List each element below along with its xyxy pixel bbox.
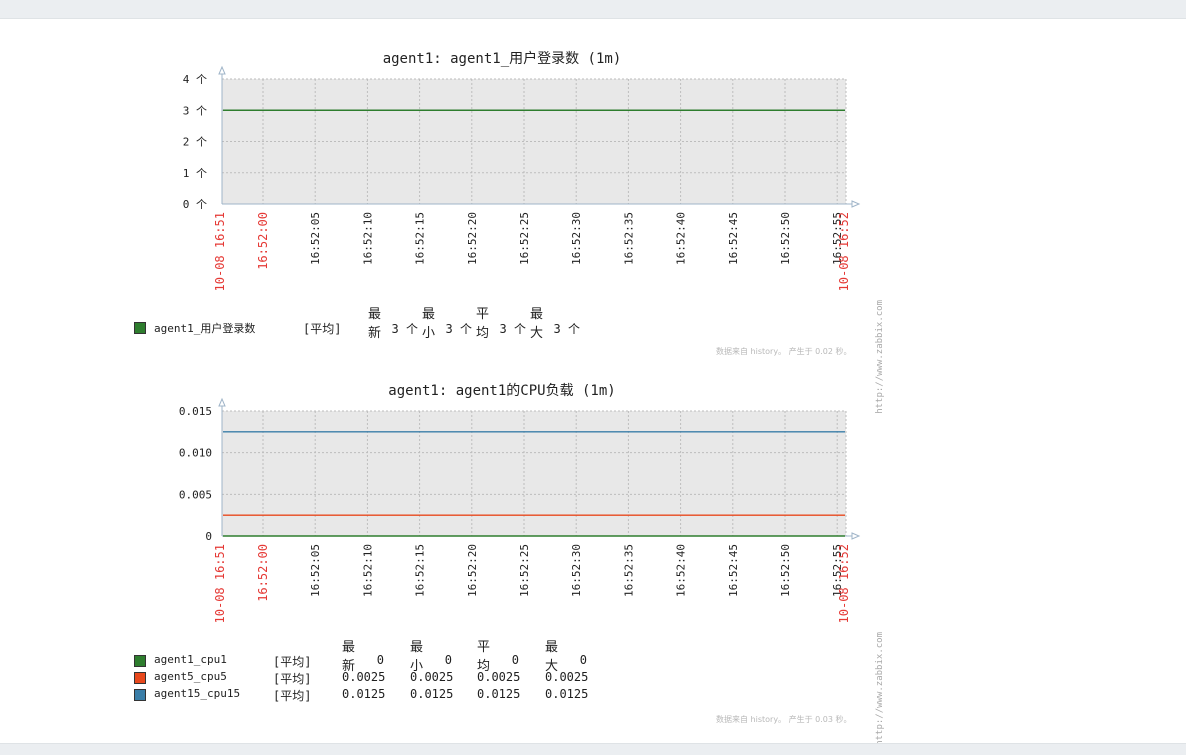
x-axis-arrow-icon (851, 532, 861, 540)
x-tick-label: 16:52:20 (466, 544, 479, 597)
chart-footer: 数据来自 history。 产生于 0.03 秒。 (716, 715, 852, 724)
y-tick-label: 0.005 (179, 488, 212, 501)
legend-value-min: 0.0125 (410, 687, 454, 701)
legend-value-max: 0.0125 (545, 687, 589, 701)
legend-function: [平均] (273, 672, 312, 686)
top-toolbar-strip (0, 0, 1186, 19)
x-tick-label: 16:52:30 (570, 212, 583, 265)
legend-row: agent15_cpu15 [平均] 0.0125 0.0125 0.0125 0.012… (134, 687, 604, 703)
x-tick-label: 16:52:35 (622, 544, 635, 597)
legend-value-min: 0.0025 (410, 670, 454, 684)
x-tick-label: 10-08 16:51 (213, 544, 227, 623)
y-tick-label: 0.015 (179, 405, 212, 418)
x-tick-label: 16:52:55 (831, 212, 844, 265)
x-tick-label: 16:52:30 (570, 544, 583, 597)
x-tick-label: 16:52:55 (831, 544, 844, 597)
legend-value-min: 0 (444, 653, 452, 667)
x-tick-label: 10-08 16:52 (837, 212, 851, 291)
legend-value-min: 3 个 (445, 322, 472, 336)
legend-value-avg: 0.0125 (477, 687, 521, 701)
x-tick-label: 16:52:25 (518, 212, 531, 265)
legend-value-avg: 0 (511, 653, 519, 667)
legend-value-last: 0.0025 (342, 670, 386, 684)
y-tick-label: 1 个 (183, 167, 207, 180)
x-tick-label: 16:52:50 (779, 212, 792, 265)
x-tick-label: 16:52:50 (779, 544, 792, 597)
y-tick-label: 3 个 (183, 104, 207, 117)
legend-series-name: agent1_用户登录数 (154, 322, 256, 335)
legend-header: 最新 (342, 640, 356, 674)
x-tick-label: 16:52:25 (518, 544, 531, 597)
legend-swatch (134, 655, 146, 667)
chart-title: agent1: agent1_用户登录数 (1m) (383, 50, 622, 67)
legend-header: 最新 (368, 307, 382, 341)
legend-function: [平均] (303, 322, 342, 336)
watermark-text: http://www.zabbix.com (875, 632, 885, 746)
legend-value-max: 0.0025 (545, 670, 589, 684)
x-tick-label: 10-08 16:52 (837, 544, 851, 623)
x-tick-label: 16:52:45 (727, 212, 740, 265)
chart-footer: 数据来自 history。 产生于 0.02 秒。 (716, 347, 852, 356)
x-tick-label: 16:52:05 (309, 544, 322, 597)
bottom-strip (0, 743, 1186, 755)
x-tick-label: 16:52:20 (466, 212, 479, 265)
legend-value-max: 3 个 (553, 322, 580, 336)
legend-series-name: agent5_cpu5 (154, 670, 227, 683)
legend-row: agent1_用户登录数 [平均] 3 个 3 个 3 个 3 个 (134, 320, 604, 336)
legend-value-last: 0 (376, 653, 384, 667)
watermark-text: http://www.zabbix.com (875, 300, 885, 414)
legend-header: 最小 (410, 640, 424, 674)
legend-swatch (134, 672, 146, 684)
legend-header: 平均 (476, 307, 490, 341)
legend-header: 最小 (422, 307, 436, 341)
x-tick-label: 16:52:35 (622, 212, 635, 265)
chart-svg: agent1: agent1的CPU负载 (1m) 0 0.005 0.010 0.01… (179, 383, 885, 746)
y-tick-label: 0.010 (179, 447, 212, 460)
chart-title: agent1: agent1的CPU负载 (1m) (388, 383, 615, 399)
x-tick-label: 16:52:05 (309, 212, 322, 265)
x-tick-label: 16:52:00 (256, 544, 270, 602)
x-tick-label: 16:52:40 (675, 544, 688, 597)
x-tick-label: 16:52:15 (414, 544, 427, 597)
legend-series-name: agent1_cpu1 (154, 653, 227, 666)
legend-row: agent5_cpu5 [平均] 0.0025 0.0025 0.0025 0.0025 (134, 670, 604, 686)
y-tick-label: 0 个 (183, 198, 207, 211)
chart-svg: agent1: agent1_用户登录数 (1m) 0 个 1 个 2 个 3 个 4 个… (183, 50, 885, 414)
y-tick-label: 2 个 (183, 136, 207, 149)
x-tick-label: 16:52:40 (675, 212, 688, 265)
x-tick-label: 16:52:10 (361, 212, 374, 265)
x-axis-arrow-icon (851, 200, 861, 208)
legend-header: 平均 (477, 640, 491, 674)
legend-header: 最大 (530, 307, 544, 341)
legend-function: [平均] (273, 689, 312, 703)
x-tick-label: 16:52:15 (414, 212, 427, 265)
y-axis-arrow-icon (218, 397, 226, 407)
legend-series-name: agent15_cpu15 (154, 687, 241, 700)
plot-area (222, 411, 846, 536)
legend-value-avg: 3 个 (499, 322, 526, 336)
x-tick-label: 16:52:00 (256, 212, 270, 270)
legend-row: agent1_cpu1 [平均] 0 0 0 0 (134, 653, 604, 669)
y-axis-arrow-icon (218, 65, 226, 75)
legend-value-avg: 0.0025 (477, 670, 521, 684)
legend-value-last: 3 个 (391, 322, 418, 336)
legend-swatch (134, 689, 146, 701)
legend-value-last: 0.0125 (342, 687, 386, 701)
x-tick-label: 16:52:10 (361, 544, 374, 597)
user-login-graph: agent1: agent1_用户登录数 (1m) 0 个 1 个 2 个 3 个 4 个… (0, 0, 900, 414)
legend-swatch (134, 322, 146, 334)
legend-value-max: 0 (579, 653, 587, 667)
y-tick-label: 0 (205, 530, 212, 543)
y-tick-label: 4 个 (183, 73, 207, 86)
legend-function: [平均] (273, 655, 312, 669)
legend-header: 最大 (545, 640, 559, 674)
cpu-load-graph: agent1: agent1的CPU负载 (1m) 0 0.005 0.010 0.01… (134, 383, 885, 746)
x-tick-label: 10-08 16:51 (213, 212, 227, 291)
x-tick-label: 16:52:45 (727, 544, 740, 597)
